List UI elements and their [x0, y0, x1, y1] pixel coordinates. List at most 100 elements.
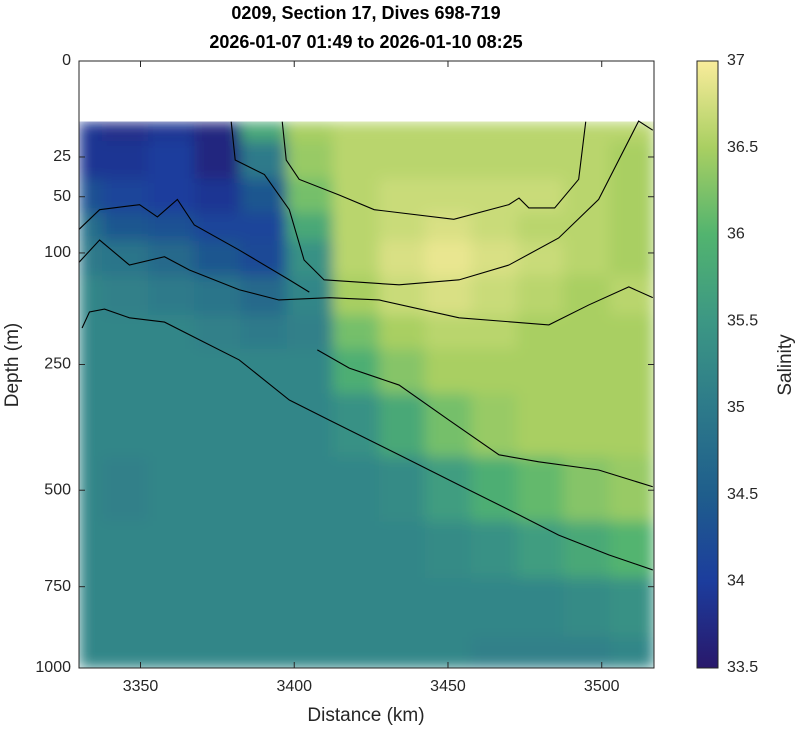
- cell: [102, 240, 149, 277]
- colorbar-tick-label: 35.5: [727, 312, 758, 329]
- cell: [378, 275, 426, 316]
- cell: [79, 577, 103, 638]
- cell: [79, 348, 103, 395]
- cell: [194, 178, 242, 214]
- cell: [194, 275, 242, 316]
- cell: [79, 178, 103, 214]
- y-tick-label: 100: [44, 244, 71, 261]
- cell: [286, 141, 334, 180]
- cell: [517, 275, 564, 316]
- cell: [194, 393, 242, 458]
- cell: [424, 141, 472, 180]
- cell: [286, 275, 334, 316]
- cell: [194, 521, 242, 579]
- cell: [286, 456, 334, 522]
- cell: [378, 212, 426, 242]
- cell: [102, 314, 149, 350]
- cell: [286, 393, 334, 458]
- cell: [240, 240, 288, 277]
- cell: [609, 314, 654, 350]
- cell: [517, 314, 564, 350]
- cell: [378, 521, 426, 579]
- colorbar: [696, 60, 719, 669]
- contour-line: [281, 121, 587, 220]
- cell: [517, 577, 564, 638]
- cell: [240, 141, 288, 180]
- cell: [424, 521, 472, 579]
- colorbar-tick-label: 36: [727, 226, 745, 243]
- cell: [471, 141, 518, 180]
- cell: [563, 121, 611, 142]
- cell: [563, 240, 611, 277]
- cell: [102, 636, 149, 668]
- cell: [471, 240, 518, 277]
- cell: [424, 577, 472, 638]
- cell: [563, 141, 611, 180]
- cell: [424, 393, 472, 458]
- colorbar-tick-label: 34.5: [727, 486, 758, 503]
- cell: [79, 275, 103, 316]
- cell: [79, 314, 103, 350]
- cell: [517, 348, 564, 395]
- cell: [102, 456, 149, 522]
- cell: [194, 456, 242, 522]
- cell: [148, 636, 195, 668]
- cell: [332, 314, 380, 350]
- cell: [240, 577, 288, 638]
- cell: [609, 521, 654, 579]
- cell: [517, 456, 564, 522]
- colorbar-tick-label: 35: [727, 399, 745, 416]
- cell: [517, 240, 564, 277]
- cell: [79, 636, 103, 668]
- cell: [102, 212, 149, 242]
- cell: [286, 178, 334, 214]
- cell: [609, 577, 654, 638]
- cell: [148, 121, 195, 142]
- cell: [471, 521, 518, 579]
- cell: [148, 348, 195, 395]
- cell: [79, 393, 103, 458]
- cell: [517, 521, 564, 579]
- y-tick-label: 0: [62, 52, 71, 69]
- cell: [471, 456, 518, 522]
- x-axis-label: Distance (km): [307, 705, 424, 726]
- x-tick-label: 3500: [584, 678, 620, 695]
- y-tick-label: 1000: [35, 659, 71, 676]
- cell: [471, 121, 518, 142]
- cell: [194, 141, 242, 180]
- cell: [194, 636, 242, 668]
- cell: [424, 456, 472, 522]
- chart-subtitle: 2026-01-07 01:49 to 2026-01-10 08:25: [209, 32, 522, 52]
- cell: [102, 141, 149, 180]
- cell: [563, 275, 611, 316]
- cell: [609, 240, 654, 277]
- cell: [102, 521, 149, 579]
- cell: [563, 521, 611, 579]
- cell: [79, 121, 103, 142]
- cells: [79, 121, 654, 668]
- cell: [194, 348, 242, 395]
- cell: [240, 456, 288, 522]
- cell: [286, 348, 334, 395]
- cell: [332, 141, 380, 180]
- chart-title: 0209, Section 17, Dives 698-719: [231, 3, 500, 23]
- cell: [517, 393, 564, 458]
- cell: [378, 577, 426, 638]
- cell: [286, 314, 334, 350]
- cell: [194, 212, 242, 242]
- cell: [79, 240, 103, 277]
- x-tick-label: 3350: [123, 678, 159, 695]
- colorbar-tick-label: 36.5: [727, 139, 758, 156]
- cell: [609, 636, 654, 668]
- x-tick-label: 3400: [276, 678, 312, 695]
- cell: [240, 521, 288, 579]
- cell: [148, 141, 195, 180]
- cell: [79, 521, 103, 579]
- cell: [378, 121, 426, 142]
- cell: [102, 348, 149, 395]
- cell: [148, 314, 195, 350]
- y-axis-label: Depth (m): [2, 323, 23, 407]
- cell: [471, 348, 518, 395]
- y-tick-label: 750: [44, 578, 71, 595]
